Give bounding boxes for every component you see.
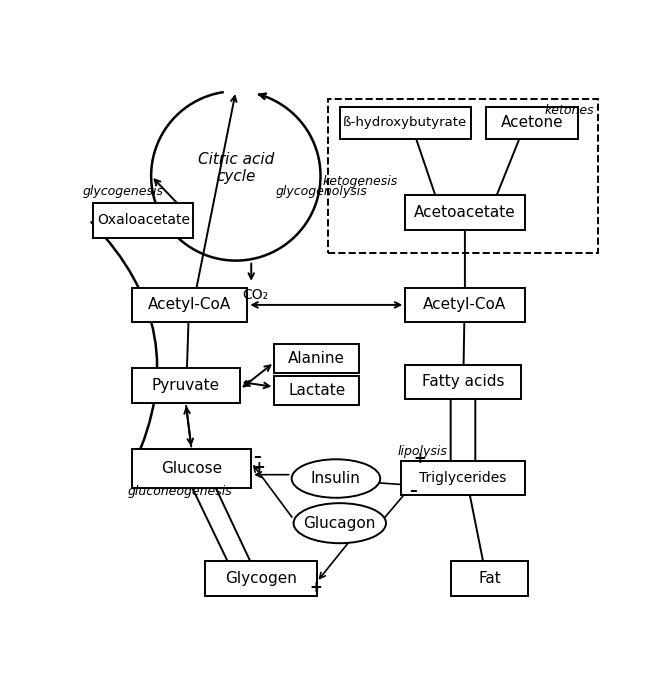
FancyBboxPatch shape	[132, 287, 247, 322]
Text: Lactate: Lactate	[288, 383, 345, 398]
Text: +: +	[253, 460, 265, 475]
Text: Pyruvate: Pyruvate	[152, 378, 220, 393]
Text: ß-hydroxybutyrate: ß-hydroxybutyrate	[343, 116, 467, 129]
FancyBboxPatch shape	[486, 106, 579, 139]
Text: ketones: ketones	[544, 104, 594, 117]
Text: ketogenesis: ketogenesis	[323, 175, 398, 188]
Text: Triglycerides: Triglycerides	[419, 471, 507, 485]
Ellipse shape	[292, 459, 380, 498]
Text: Fatty acids: Fatty acids	[422, 374, 504, 389]
Text: Acetyl-CoA: Acetyl-CoA	[423, 297, 507, 313]
FancyBboxPatch shape	[401, 461, 525, 496]
Text: CO₂: CO₂	[242, 287, 268, 301]
FancyBboxPatch shape	[405, 195, 525, 230]
FancyBboxPatch shape	[132, 368, 240, 403]
Text: Acetoacetate: Acetoacetate	[414, 205, 516, 220]
Text: Alanine: Alanine	[288, 351, 345, 366]
Text: Insulin: Insulin	[311, 471, 361, 486]
Ellipse shape	[294, 503, 386, 543]
FancyBboxPatch shape	[93, 203, 194, 237]
FancyBboxPatch shape	[205, 561, 317, 596]
Text: –: –	[253, 449, 261, 464]
Text: Acetone: Acetone	[501, 116, 564, 130]
FancyBboxPatch shape	[274, 376, 359, 405]
FancyBboxPatch shape	[132, 450, 251, 488]
Text: Fat: Fat	[478, 571, 501, 586]
FancyBboxPatch shape	[340, 106, 470, 139]
FancyBboxPatch shape	[328, 99, 597, 253]
Text: –: –	[409, 483, 417, 498]
Text: +: +	[413, 451, 425, 466]
FancyBboxPatch shape	[274, 344, 359, 373]
Text: Glucagon: Glucagon	[304, 516, 376, 530]
Text: Glucose: Glucose	[161, 461, 222, 476]
Text: +: +	[309, 580, 322, 595]
Text: Citric acid
cycle: Citric acid cycle	[198, 152, 274, 184]
Text: gluconeogenesis: gluconeogenesis	[128, 485, 233, 498]
FancyBboxPatch shape	[405, 287, 525, 322]
Text: Glycogen: Glycogen	[225, 571, 297, 586]
Text: Oxaloacetate: Oxaloacetate	[97, 213, 190, 227]
FancyBboxPatch shape	[405, 365, 521, 400]
FancyBboxPatch shape	[452, 561, 528, 596]
Text: glycogenolysis: glycogenolysis	[276, 185, 368, 198]
Text: lipolysis: lipolysis	[398, 445, 448, 458]
Text: glycogenesis: glycogenesis	[83, 185, 164, 198]
Text: Acetyl-CoA: Acetyl-CoA	[148, 297, 231, 313]
